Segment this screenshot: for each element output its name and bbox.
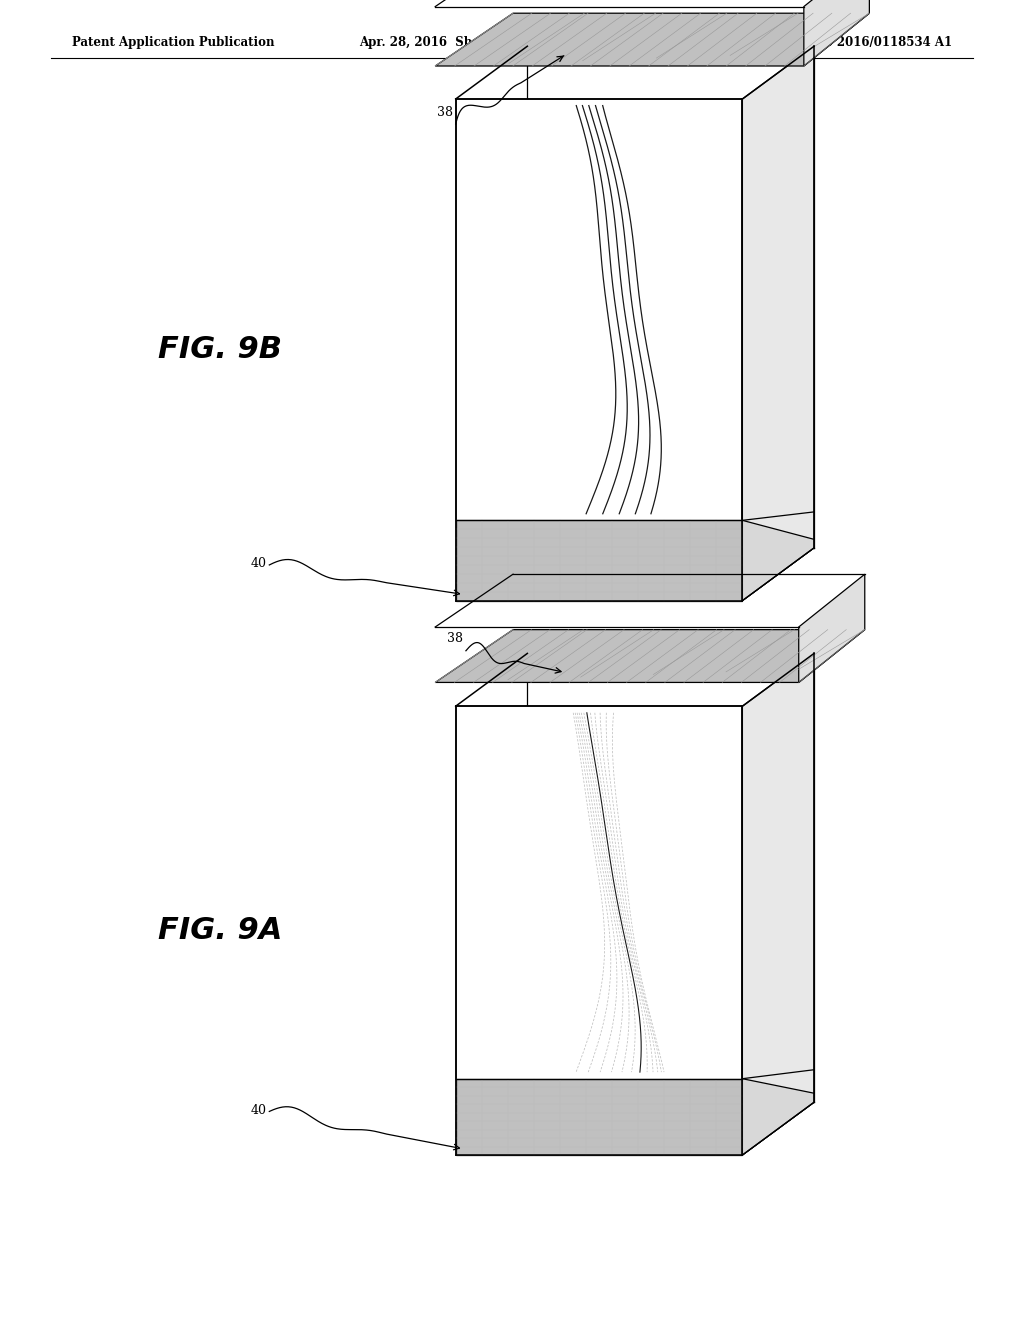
Text: FIG. 9A: FIG. 9A xyxy=(158,916,283,945)
Polygon shape xyxy=(742,653,814,1155)
Text: US 2016/0118534 A1: US 2016/0118534 A1 xyxy=(814,36,952,49)
Polygon shape xyxy=(456,1102,814,1155)
Polygon shape xyxy=(742,46,814,601)
Polygon shape xyxy=(456,520,742,601)
Text: 38: 38 xyxy=(436,106,453,119)
Text: 40: 40 xyxy=(250,1104,266,1117)
Text: 40: 40 xyxy=(250,557,266,570)
Polygon shape xyxy=(804,0,869,66)
Polygon shape xyxy=(456,1078,742,1155)
Polygon shape xyxy=(456,99,742,601)
Polygon shape xyxy=(799,574,865,682)
Polygon shape xyxy=(742,1078,814,1155)
Text: 38: 38 xyxy=(446,632,463,645)
Text: Patent Application Publication: Patent Application Publication xyxy=(72,36,274,49)
Polygon shape xyxy=(435,630,865,682)
Text: FIG. 9B: FIG. 9B xyxy=(158,335,283,364)
Polygon shape xyxy=(435,13,869,66)
Polygon shape xyxy=(742,520,814,601)
Polygon shape xyxy=(456,548,814,601)
Polygon shape xyxy=(456,706,742,1155)
Text: Apr. 28, 2016  Sheet 9 of 28: Apr. 28, 2016 Sheet 9 of 28 xyxy=(358,36,543,49)
